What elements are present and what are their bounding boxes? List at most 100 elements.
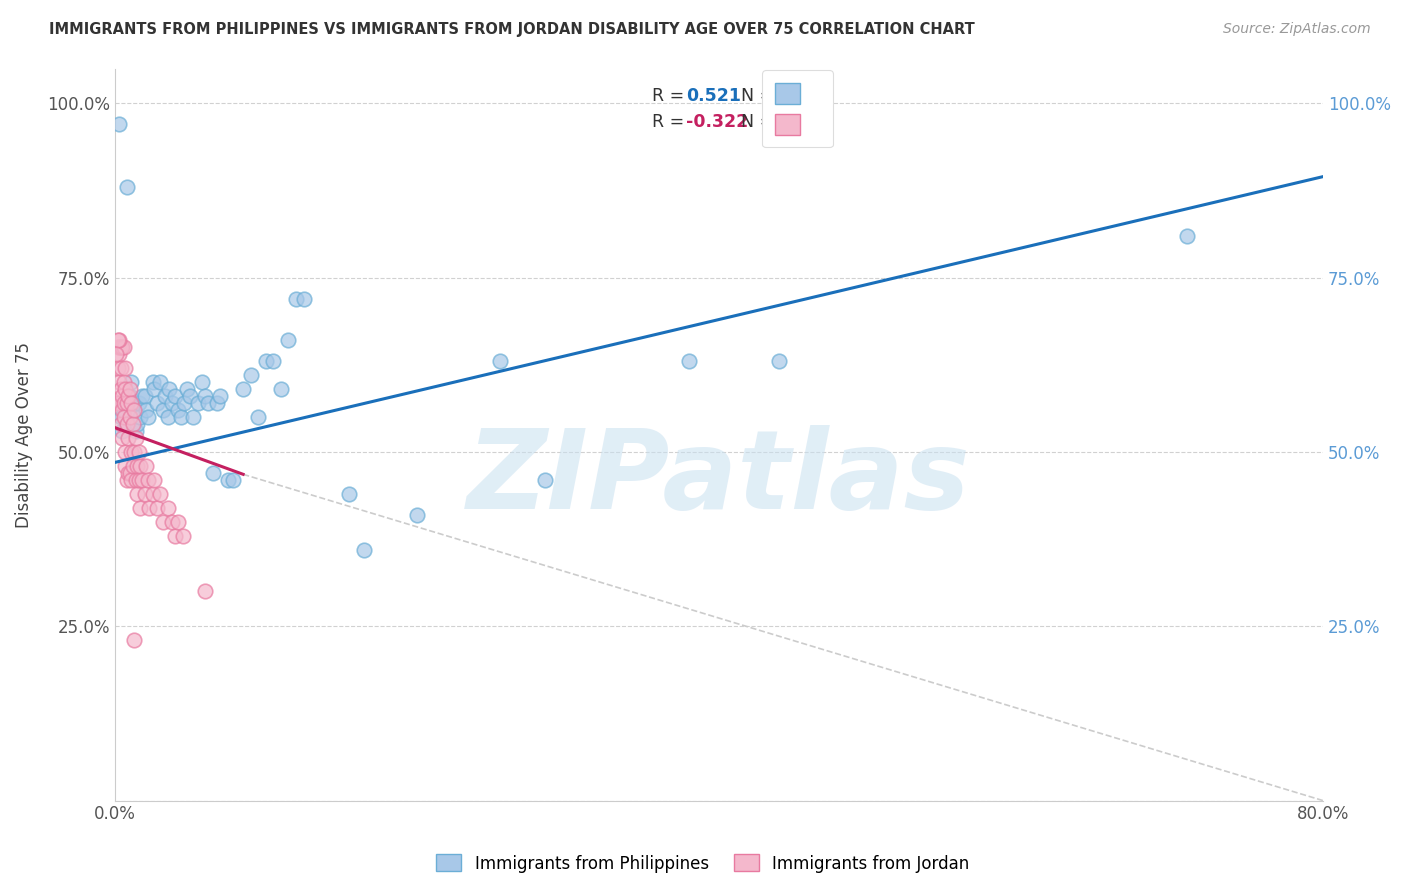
Point xyxy=(160,396,183,410)
Point xyxy=(107,334,129,348)
Point xyxy=(111,340,134,354)
Point xyxy=(165,389,187,403)
Point xyxy=(122,458,145,473)
Point xyxy=(172,529,194,543)
Point xyxy=(173,396,195,410)
Point xyxy=(239,368,262,383)
Point xyxy=(128,396,150,410)
Point xyxy=(135,403,157,417)
Point xyxy=(128,473,150,487)
Point xyxy=(143,382,166,396)
Point xyxy=(105,396,128,410)
Point xyxy=(110,340,132,354)
Point xyxy=(149,487,172,501)
Text: 0.521: 0.521 xyxy=(686,87,741,104)
Point xyxy=(254,354,277,368)
Point xyxy=(1175,228,1198,243)
Point xyxy=(115,180,138,194)
Point xyxy=(110,417,132,431)
Point xyxy=(134,389,156,403)
Point xyxy=(176,382,198,396)
Point xyxy=(191,376,214,390)
Point xyxy=(194,584,217,599)
Text: -0.322: -0.322 xyxy=(686,113,748,131)
Point xyxy=(111,424,134,438)
Point xyxy=(120,473,142,487)
Text: R =: R = xyxy=(652,87,685,104)
Point xyxy=(405,508,427,522)
Point xyxy=(115,396,138,410)
Point xyxy=(146,500,169,515)
Point xyxy=(138,500,160,515)
Point xyxy=(108,340,131,354)
Point xyxy=(270,382,292,396)
Point xyxy=(112,376,135,390)
Point xyxy=(107,340,129,354)
Point xyxy=(112,396,135,410)
Text: N =: N = xyxy=(741,87,773,104)
Point xyxy=(131,473,153,487)
Point xyxy=(135,458,157,473)
Point xyxy=(114,396,136,410)
Point xyxy=(136,473,159,487)
Point xyxy=(136,410,159,425)
Point xyxy=(157,382,180,396)
Point xyxy=(156,410,179,425)
Point xyxy=(678,354,700,368)
Point xyxy=(277,334,299,348)
Point xyxy=(353,542,375,557)
Point xyxy=(112,340,135,354)
Point xyxy=(262,354,284,368)
Point xyxy=(122,396,145,410)
Point xyxy=(107,361,129,376)
Point xyxy=(111,389,134,403)
Point xyxy=(187,396,209,410)
Point xyxy=(115,417,138,431)
Point xyxy=(117,389,139,403)
Legend: Immigrants from Philippines, Immigrants from Jordan: Immigrants from Philippines, Immigrants … xyxy=(430,847,976,880)
Y-axis label: Disability Age Over 75: Disability Age Over 75 xyxy=(15,342,32,527)
Point xyxy=(156,500,179,515)
Point xyxy=(768,354,790,368)
Point xyxy=(117,466,139,480)
Point xyxy=(207,396,229,410)
Point xyxy=(110,382,132,396)
Point xyxy=(115,473,138,487)
Point xyxy=(534,473,557,487)
Point xyxy=(115,417,138,431)
Point xyxy=(120,396,142,410)
Point xyxy=(112,410,135,425)
Point xyxy=(105,347,128,361)
Point xyxy=(117,431,139,445)
Text: Source: ZipAtlas.com: Source: ZipAtlas.com xyxy=(1223,22,1371,37)
Point xyxy=(232,382,254,396)
Point xyxy=(108,117,131,131)
Legend:   ,   : , xyxy=(762,70,832,147)
Point xyxy=(127,458,149,473)
Point xyxy=(221,473,243,487)
Point xyxy=(128,445,150,459)
Point xyxy=(152,515,174,529)
Point xyxy=(141,376,163,390)
Point xyxy=(247,410,270,425)
Point xyxy=(194,389,217,403)
Text: 60: 60 xyxy=(776,87,800,104)
Point xyxy=(108,396,131,410)
Point xyxy=(118,410,141,425)
Point xyxy=(153,389,176,403)
Point xyxy=(118,389,141,403)
Point xyxy=(197,396,219,410)
Point xyxy=(167,403,190,417)
Point xyxy=(134,487,156,501)
Text: IMMIGRANTS FROM PHILIPPINES VS IMMIGRANTS FROM JORDAN DISABILITY AGE OVER 75 COR: IMMIGRANTS FROM PHILIPPINES VS IMMIGRANT… xyxy=(49,22,974,37)
Point xyxy=(112,403,135,417)
Point xyxy=(110,410,132,425)
Point xyxy=(124,633,146,648)
Point xyxy=(122,417,145,431)
Point xyxy=(131,389,153,403)
Point xyxy=(149,376,172,390)
Point xyxy=(129,410,152,425)
Point xyxy=(125,424,148,438)
Point xyxy=(129,458,152,473)
Point xyxy=(114,458,136,473)
